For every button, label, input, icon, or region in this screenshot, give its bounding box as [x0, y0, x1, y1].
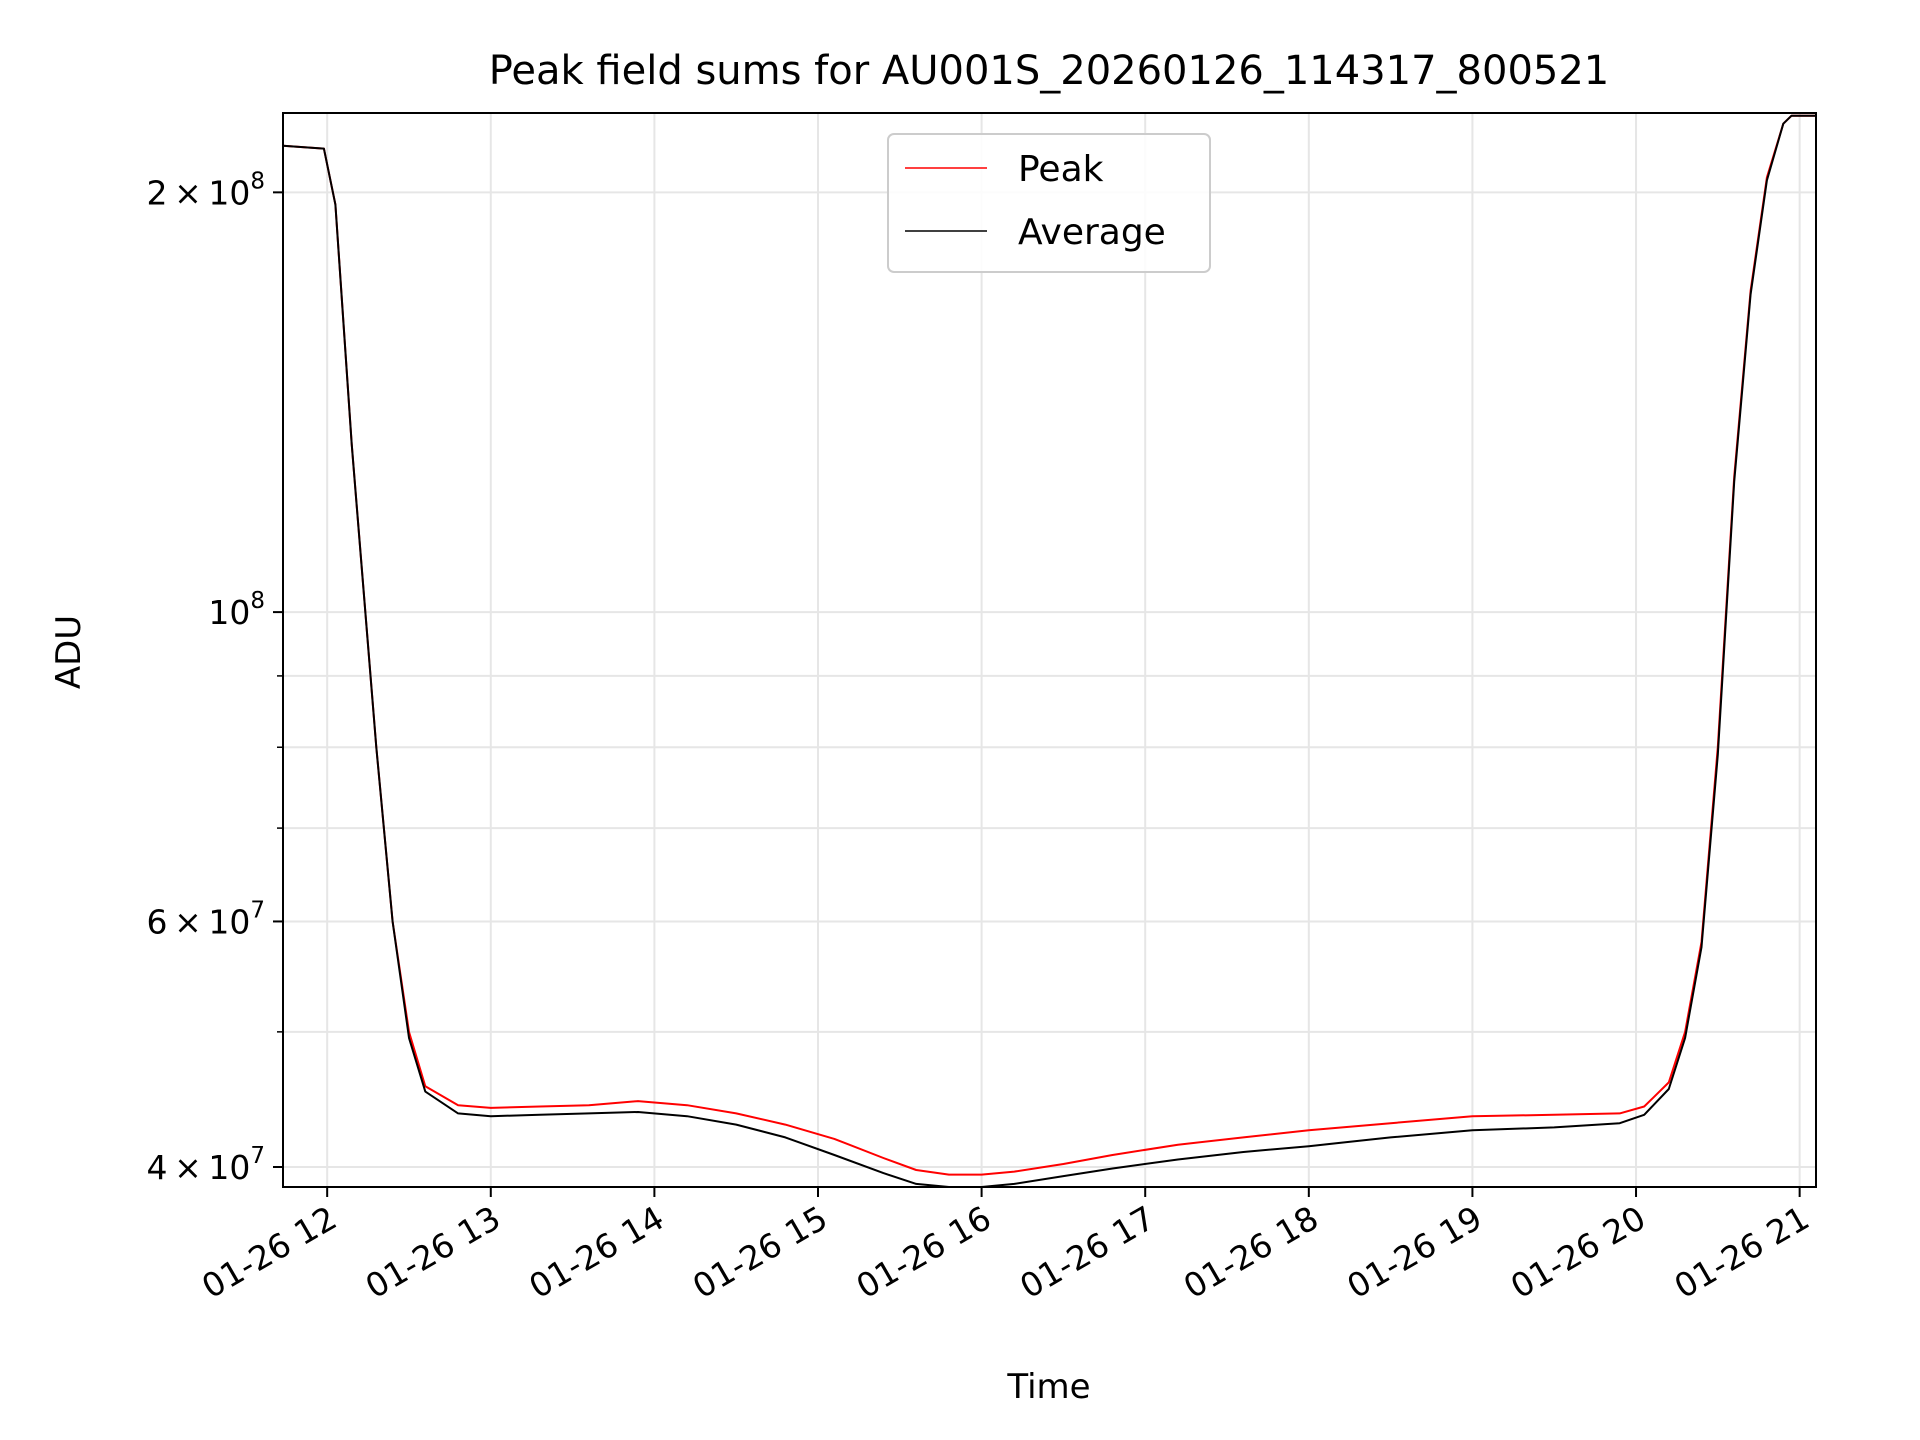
x-tick-label: 01-26 20: [1504, 1198, 1652, 1306]
y-tick-label: 108: [208, 588, 265, 632]
x-tick-label: 01-26 18: [1177, 1198, 1325, 1306]
x-axis: 01-26 12 01-26 13 01-26 14 01-26 15 01-26 16…: [195, 1187, 1816, 1306]
y-tick-label: 4 × 107: [147, 1143, 265, 1187]
grid: [283, 113, 1816, 1187]
y-tick-label: 2 × 108: [147, 168, 265, 212]
legend-average-label: Average: [1018, 212, 1166, 253]
series-line-average: [282, 114, 1816, 1188]
x-tick-label: 01-26 14: [522, 1198, 670, 1306]
x-tick-label: 01-26 16: [850, 1198, 998, 1306]
x-tick-label: 01-26 19: [1340, 1198, 1488, 1306]
y-axis-label: ADU: [49, 615, 89, 689]
x-tick-label: 01-26 17: [1013, 1198, 1161, 1306]
legend: Peak Average: [887, 133, 1211, 273]
y-tick-label: 6 × 107: [147, 897, 265, 941]
y-axis: 4 × 107 6 × 107 108 2 × 108: [147, 168, 283, 1187]
x-tick-label: 01-26 15: [686, 1198, 834, 1306]
series-lines: [282, 114, 1816, 1188]
x-axis-label: Time: [1006, 1367, 1090, 1407]
plot-frame: [282, 112, 1817, 1188]
x-tick-label: 01-26 21: [1668, 1198, 1816, 1306]
legend-peak-label: Peak: [1018, 149, 1104, 190]
chart-title: Peak field sums for AU001S_20260126_1143…: [489, 48, 1610, 94]
x-tick-label: 01-26 13: [359, 1198, 507, 1306]
x-tick-label: 01-26 12: [195, 1198, 343, 1306]
series-line-peak: [282, 114, 1816, 1176]
